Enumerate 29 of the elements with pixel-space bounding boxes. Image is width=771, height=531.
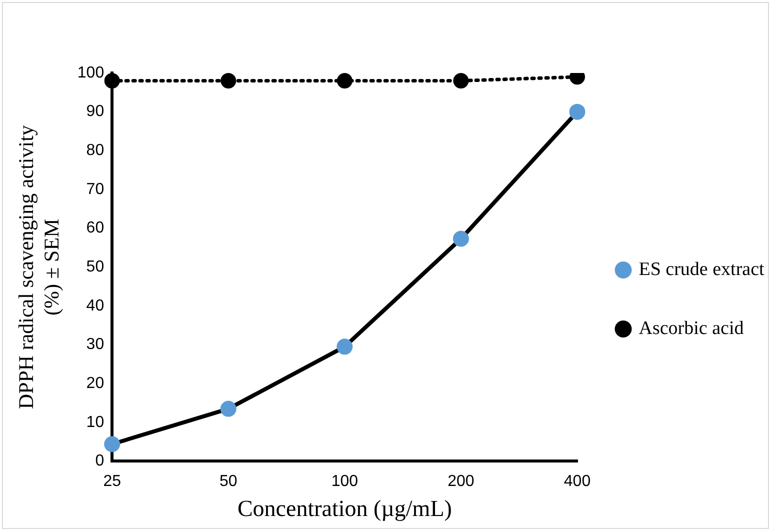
- point: [453, 73, 469, 89]
- point: [104, 436, 120, 452]
- point: [220, 400, 236, 417]
- y-tick-label: 60: [86, 220, 104, 237]
- y-tick-label: 70: [86, 180, 104, 198]
- point: [220, 73, 236, 89]
- point: [104, 73, 120, 89]
- x-tick-label: 25: [103, 473, 122, 490]
- y-tick-label: 10: [86, 414, 104, 431]
- legend-label: ES crude extract: [638, 258, 766, 280]
- point: [336, 338, 353, 355]
- y-tick-label: 40: [86, 297, 104, 314]
- y-tick-label: 100: [77, 64, 104, 82]
- x-tick-label: 200: [448, 473, 474, 490]
- y-axis-title: DPPH radical scavenging activity (%) ± SEM: [14, 124, 64, 410]
- x-axis-title: Concentration (µg/mL): [237, 496, 452, 522]
- y-tick-label: 20: [86, 374, 104, 392]
- y-tick-label: 90: [86, 103, 104, 120]
- legend-label: Ascorbic acid: [638, 318, 744, 339]
- point: [452, 230, 469, 247]
- point: [569, 104, 586, 120]
- y-tick-label: 0: [95, 452, 104, 470]
- y-tick-label: 30: [86, 336, 104, 354]
- x-tick-label: 50: [219, 473, 238, 490]
- x-tick-label: 400: [564, 473, 591, 490]
- y-tick-label: 50: [86, 258, 104, 276]
- y-tick-label: 80: [86, 142, 104, 160]
- point: [336, 73, 352, 89]
- x-tick-label: 100: [331, 473, 358, 490]
